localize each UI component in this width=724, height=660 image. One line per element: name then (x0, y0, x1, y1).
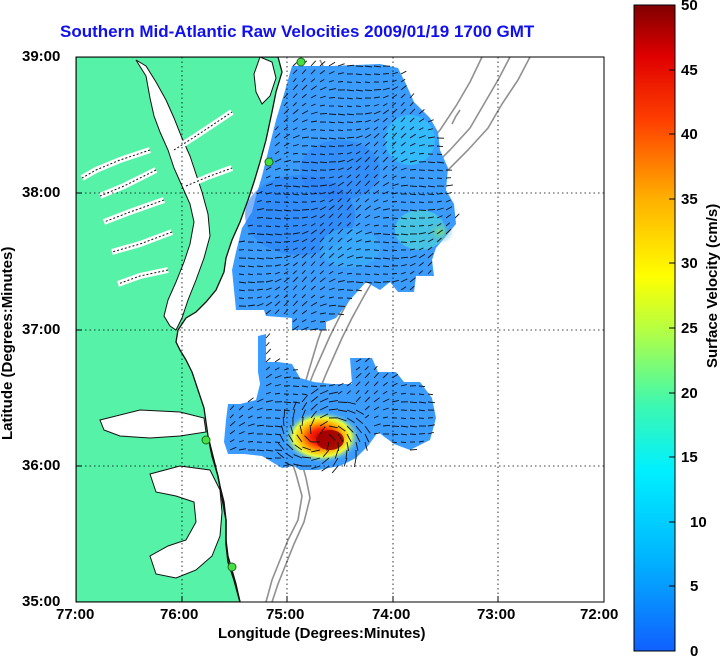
y-axis-label: Latitude (Degrees:Minutes) (0, 247, 16, 440)
velocity-arrow (266, 202, 271, 203)
x-axis-label: Longitude (Degrees:Minutes) (218, 625, 426, 642)
velocity-arrow (383, 266, 389, 267)
velocity-arrow (266, 273, 271, 274)
velocity-arrow (347, 298, 352, 299)
velocity-arrow (437, 178, 442, 179)
velocity-arrow (311, 146, 317, 147)
velocity-arrow (302, 194, 308, 195)
velocity-arrow (257, 217, 263, 218)
velocity-arrow (311, 386, 317, 387)
velocity-arrow (248, 442, 253, 443)
velocity-arrow (338, 153, 343, 154)
velocity-arrow (293, 178, 298, 179)
colorbar-tick-label: 30 (681, 255, 698, 272)
velocity-arrow (275, 442, 280, 443)
velocity-arrow (266, 250, 271, 251)
velocity-arrow (419, 386, 425, 387)
radar-site-marker (202, 436, 210, 444)
velocity-arrow (365, 82, 370, 83)
y-tick-label: 36:00 (22, 457, 60, 474)
velocity-arrow (428, 210, 435, 211)
velocity-arrow (275, 418, 280, 419)
velocity-arrow (257, 234, 264, 235)
velocity-arrow (320, 322, 325, 323)
velocity-arrow (338, 442, 339, 451)
velocity-arrow (419, 202, 424, 203)
velocity-arrow (374, 234, 381, 235)
velocity-arrow (401, 418, 406, 419)
velocity-arrow (311, 178, 316, 179)
x-tick-label: 72:00 (580, 606, 618, 623)
velocity-arrow (239, 298, 244, 299)
velocity-arrow (401, 442, 406, 443)
velocity-arrow (383, 218, 389, 219)
velocity-arrow (338, 402, 347, 403)
velocity-arrow (437, 146, 443, 147)
velocity-arrow (383, 234, 390, 235)
velocity-arrow (293, 202, 298, 203)
velocity-arrow (329, 97, 335, 98)
radar-site-marker (265, 158, 273, 166)
velocity-arrow (293, 386, 299, 387)
velocity-arrow (329, 114, 336, 115)
colorbar-tick-label: 0 (690, 643, 698, 660)
velocity-arrow (374, 74, 380, 75)
colorbar-tick-label: 40 (681, 126, 698, 143)
velocity-arrow (275, 450, 282, 451)
velocity-arrow (419, 210, 426, 211)
y-tick-label: 35:00 (22, 593, 60, 610)
velocity-arrow (419, 178, 424, 179)
y-tick-label: 37:00 (22, 321, 60, 338)
velocity-arrow (248, 233, 255, 234)
colorbar-tick-label: 25 (681, 320, 698, 337)
colorbar-tick-label: 5 (690, 578, 698, 595)
x-tick-label: 73:00 (477, 606, 515, 623)
velocity-arrow (392, 226, 397, 227)
velocity-arrow (410, 241, 416, 242)
x-tick-label: 74:00 (372, 606, 410, 623)
velocity-arrow (374, 90, 381, 91)
velocity-arrow (320, 113, 327, 114)
velocity-arrow (293, 210, 300, 211)
velocity-arrow (410, 449, 417, 450)
velocity-arrow (239, 266, 245, 267)
colorbar (634, 5, 675, 651)
colorbar-tick-label: 45 (681, 62, 698, 79)
velocity-arrow (365, 90, 372, 91)
radar-site-marker (228, 563, 236, 571)
velocity-arrow (356, 121, 362, 122)
velocity-arrow (410, 434, 416, 435)
velocity-arrow (419, 226, 424, 227)
radar-site-marker (297, 58, 305, 66)
colorbar-tick-label: 10 (690, 514, 707, 531)
velocity-arrow (428, 194, 434, 195)
y-tick-label: 38:00 (22, 184, 60, 201)
y-tick-label: 39:00 (22, 48, 60, 65)
colorbar-label: Surface Velocity (cm/s) (704, 204, 721, 368)
velocity-arrow (338, 82, 343, 83)
colorbar-tick-label: 50 (681, 0, 698, 14)
colorbar-tick-label: 20 (681, 385, 698, 402)
x-tick-label: 77:00 (56, 606, 94, 623)
x-tick-label: 76:00 (160, 606, 198, 623)
colorbar-tick-label: 35 (681, 191, 698, 208)
colorbar-tick-label: 15 (681, 449, 698, 466)
velocity-arrow (266, 226, 271, 227)
velocity-arrow (302, 210, 309, 211)
x-tick-label: 75:00 (266, 606, 304, 623)
velocity-arrow (338, 106, 343, 107)
velocity-arrow (338, 130, 343, 131)
velocity-arrow (365, 266, 371, 267)
